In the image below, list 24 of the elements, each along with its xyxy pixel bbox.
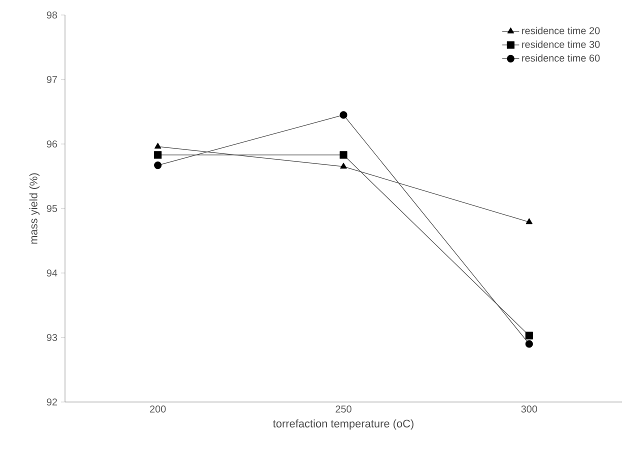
legend-label: residence time 60	[522, 54, 600, 62]
y-tick-label: 94	[46, 269, 58, 277]
y-tick-label: 98	[46, 11, 58, 19]
y-tick-label: 96	[46, 140, 58, 148]
point	[154, 151, 162, 159]
y-axis-title: mass yield (%)	[29, 173, 40, 244]
point	[154, 142, 162, 149]
point	[340, 111, 348, 119]
y-tick-label: 93	[46, 334, 58, 342]
point	[526, 218, 532, 224]
legend-label: residence time 20	[522, 26, 600, 34]
y-tick-label: 97	[46, 76, 57, 84]
point	[525, 332, 533, 340]
point	[525, 340, 533, 348]
legend-label: residence time 30	[522, 40, 600, 48]
x-axis-title: torrefaction temperature (oC)	[273, 419, 414, 430]
point	[340, 151, 348, 159]
point	[340, 162, 347, 169]
x-tick-label: 200	[150, 406, 166, 413]
x-tick-label: 250	[336, 406, 352, 413]
point	[154, 161, 162, 170]
x-tick-label: 300	[521, 406, 538, 413]
y-tick-label: 95	[46, 204, 58, 212]
y-tick-label: 92	[46, 398, 57, 406]
